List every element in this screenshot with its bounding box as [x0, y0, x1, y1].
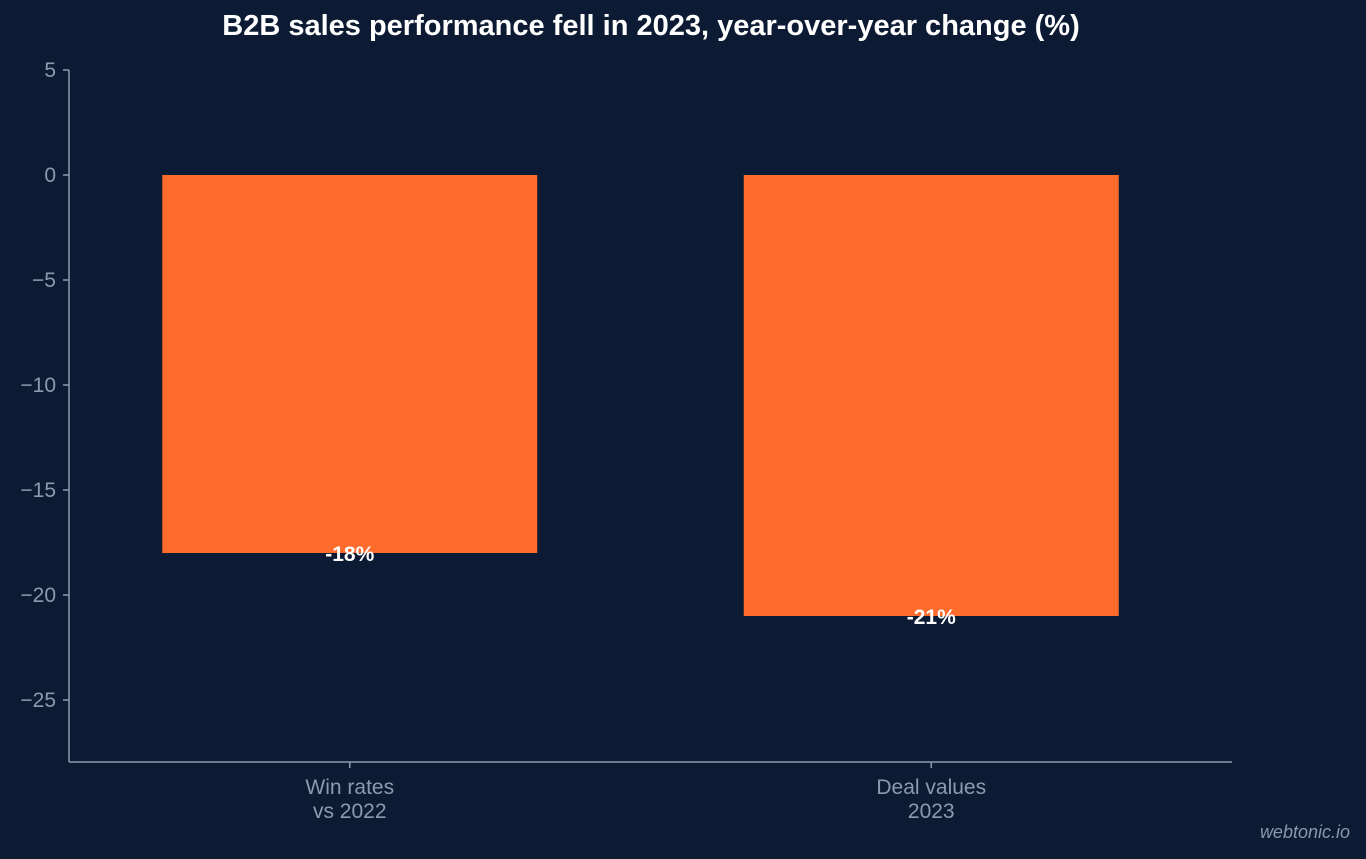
- watermark: webtonic.io: [1259, 822, 1350, 842]
- y-tick-label: −20: [20, 584, 56, 607]
- y-tick-label: −10: [20, 374, 56, 397]
- bar: [743, 175, 1119, 616]
- bar: [162, 175, 538, 553]
- x-tick-label: vs 2022: [313, 800, 387, 823]
- y-tick-label: 0: [44, 164, 56, 187]
- data-label: -21%: [907, 606, 956, 629]
- y-tick-label: −15: [20, 479, 56, 502]
- y-tick-label: −5: [32, 269, 56, 292]
- x-tick-label: Deal values: [876, 776, 986, 799]
- chart-title: B2B sales performance fell in 2023, year…: [222, 10, 1080, 42]
- y-tick-label: −25: [20, 689, 56, 712]
- x-tick-label: Win rates: [305, 776, 394, 799]
- y-tick-label: 5: [44, 59, 56, 82]
- x-tick-label: 2023: [908, 800, 955, 823]
- data-label: -18%: [325, 543, 374, 566]
- bars: [162, 175, 1119, 616]
- axes: 5 0 −5 −10 −15 −20 −25: [20, 59, 1232, 768]
